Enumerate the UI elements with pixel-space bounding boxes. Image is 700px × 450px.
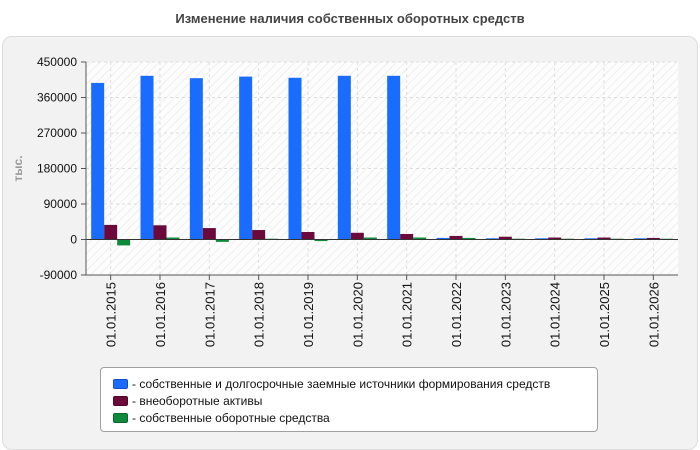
bar <box>104 224 118 240</box>
x-tick-label: 01.01.2019 <box>301 282 316 347</box>
axis-layer: -90000 0 90000 180000 270000 360000 450000 01.0… <box>37 55 678 347</box>
bar <box>462 237 476 240</box>
y-axis-label: тыс. <box>11 155 25 181</box>
x-tick-label: 01.01.2025 <box>597 282 612 347</box>
bar <box>252 230 266 240</box>
chart-title: Изменение наличия собственных оборотных … <box>175 11 525 26</box>
legend-label-working-capital: - собственные оборотные средства <box>132 410 330 425</box>
x-tick-label: 01.01.2021 <box>400 282 415 347</box>
x-tick-label: 01.01.2015 <box>104 282 119 347</box>
x-tick-label: 01.01.2018 <box>252 282 267 347</box>
bar <box>314 239 328 242</box>
bar <box>485 238 499 240</box>
bar <box>633 238 647 240</box>
bar <box>189 78 203 240</box>
x-tick-label: 01.01.2017 <box>202 282 217 347</box>
bar <box>301 232 315 240</box>
y-tick-label: 90000 <box>44 197 78 211</box>
bar <box>449 235 463 240</box>
bar-layer <box>91 75 673 246</box>
bar <box>117 239 131 246</box>
bar <box>91 82 105 240</box>
bar <box>239 76 253 240</box>
legend-swatch-noncurrent-assets <box>113 395 128 406</box>
y-tick-label: 450000 <box>37 55 77 69</box>
legend-swatch-sources <box>113 378 128 389</box>
bar <box>350 232 364 240</box>
bar <box>215 239 229 242</box>
bar <box>288 77 302 240</box>
bar <box>597 237 611 240</box>
bar <box>153 225 167 240</box>
bar <box>548 237 562 240</box>
bar <box>436 237 450 240</box>
x-tick-label: 01.01.2023 <box>498 282 513 347</box>
y-tick-label: -90000 <box>40 268 78 282</box>
x-tick-label: 01.01.2026 <box>646 282 661 347</box>
bar <box>584 238 598 240</box>
bar <box>498 236 512 240</box>
bar <box>413 237 427 240</box>
bar <box>337 75 351 240</box>
x-tick-label: 01.01.2020 <box>350 282 365 347</box>
y-tick-label: 180000 <box>37 162 77 176</box>
x-tick-label: 01.01.2024 <box>548 282 563 347</box>
x-tick-label: 01.01.2016 <box>153 282 168 347</box>
bar <box>202 228 216 240</box>
y-tick-label: 270000 <box>37 126 77 140</box>
legend: - собственные и долгосрочные заемные ист… <box>100 367 598 432</box>
legend-label-noncurrent-assets: - внеоборотные активы <box>132 393 263 408</box>
legend-label-sources: - собственные и долгосрочные заемные ист… <box>132 376 551 391</box>
legend-item-noncurrent-assets: - внеоборотные активы <box>113 392 597 409</box>
x-tick-label: 01.01.2022 <box>449 282 464 347</box>
bar <box>400 233 414 240</box>
y-tick-label: 360000 <box>37 91 77 105</box>
legend-item-sources: - собственные и долгосрочные заемные ист… <box>113 375 597 392</box>
bar <box>387 75 401 240</box>
bar <box>166 237 180 240</box>
bar <box>363 237 377 240</box>
legend-swatch-working-capital <box>113 412 128 423</box>
bar <box>646 237 660 240</box>
bar <box>140 75 154 240</box>
bar <box>535 238 549 240</box>
y-tick-label: 0 <box>70 233 77 247</box>
legend-item-working-capital: - собственные оборотные средства <box>113 409 597 426</box>
